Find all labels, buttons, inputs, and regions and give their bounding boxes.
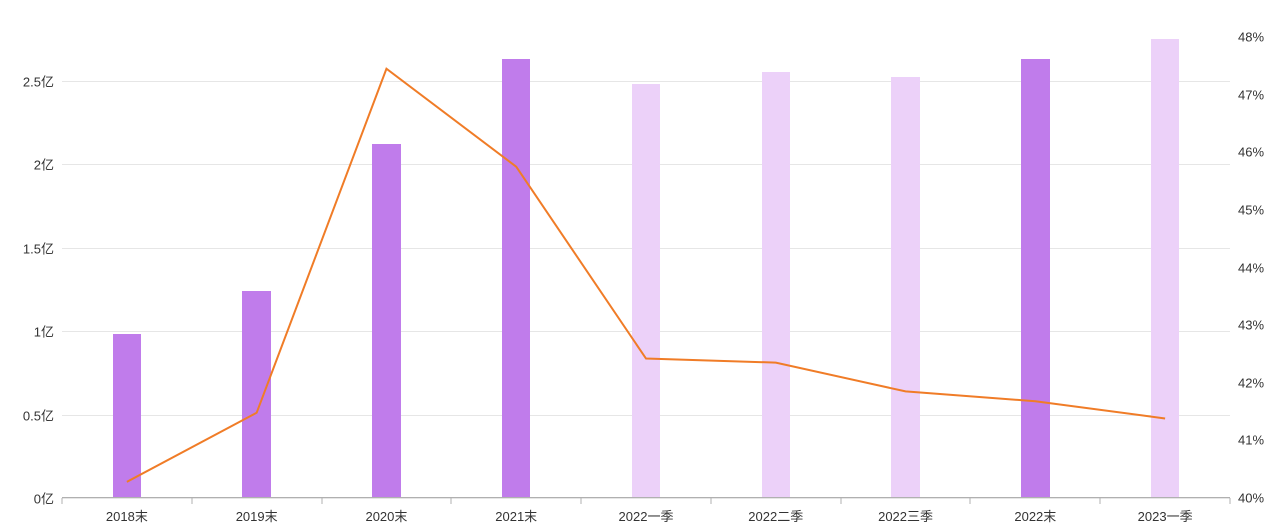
y-right-tick-label: 43% bbox=[1230, 318, 1264, 333]
x-tick-label: 2022一季 bbox=[619, 498, 674, 525]
y-left-tick-label: 1.5亿 bbox=[23, 238, 62, 257]
x-tick bbox=[191, 498, 192, 504]
y-right-tick-label: 41% bbox=[1230, 433, 1264, 448]
x-tick bbox=[321, 498, 322, 504]
y-right-tick-label: 48% bbox=[1230, 30, 1264, 45]
y-right-tick-label: 46% bbox=[1230, 145, 1264, 160]
y-right-tick-label: 40% bbox=[1230, 491, 1264, 506]
y-right-tick-label: 44% bbox=[1230, 260, 1264, 275]
y-right-tick-label: 45% bbox=[1230, 202, 1264, 217]
x-tick-label: 2020末 bbox=[365, 498, 407, 525]
x-tick-label: 2022二季 bbox=[748, 498, 803, 525]
x-tick bbox=[581, 498, 582, 504]
x-tick bbox=[970, 498, 971, 504]
x-tick bbox=[710, 498, 711, 504]
y-right-tick-label: 42% bbox=[1230, 375, 1264, 390]
y-left-tick-label: 2亿 bbox=[34, 155, 62, 174]
y-left-tick-label: 0亿 bbox=[34, 489, 62, 508]
y-left-tick-label: 2.5亿 bbox=[23, 71, 62, 90]
x-tick-label: 2021末 bbox=[495, 498, 537, 525]
y-left-tick-label: 0.5亿 bbox=[23, 405, 62, 424]
x-tick bbox=[62, 498, 63, 504]
x-tick bbox=[840, 498, 841, 504]
y-right-tick-label: 47% bbox=[1230, 87, 1264, 102]
x-tick bbox=[1230, 498, 1231, 504]
y-left-tick-label: 1亿 bbox=[34, 322, 62, 341]
plot-area: 0亿0.5亿1亿1.5亿2亿2.5亿40%41%42%43%44%45%46%4… bbox=[62, 14, 1230, 498]
x-tick bbox=[1100, 498, 1101, 504]
x-tick-label: 2019末 bbox=[236, 498, 278, 525]
x-tick bbox=[451, 498, 452, 504]
x-tick-label: 2018末 bbox=[106, 498, 148, 525]
x-tick-label: 2022末 bbox=[1014, 498, 1056, 525]
x-tick-label: 2023一季 bbox=[1138, 498, 1193, 525]
combo-chart: 0亿 0.5亿 1亿 1.5亿 2亿 2.5亿 40% 41% 42% 43% 44% 45% 46% 4… bbox=[0, 0, 1284, 527]
line-series bbox=[62, 14, 1230, 498]
x-tick-label: 2022三季 bbox=[878, 498, 933, 525]
